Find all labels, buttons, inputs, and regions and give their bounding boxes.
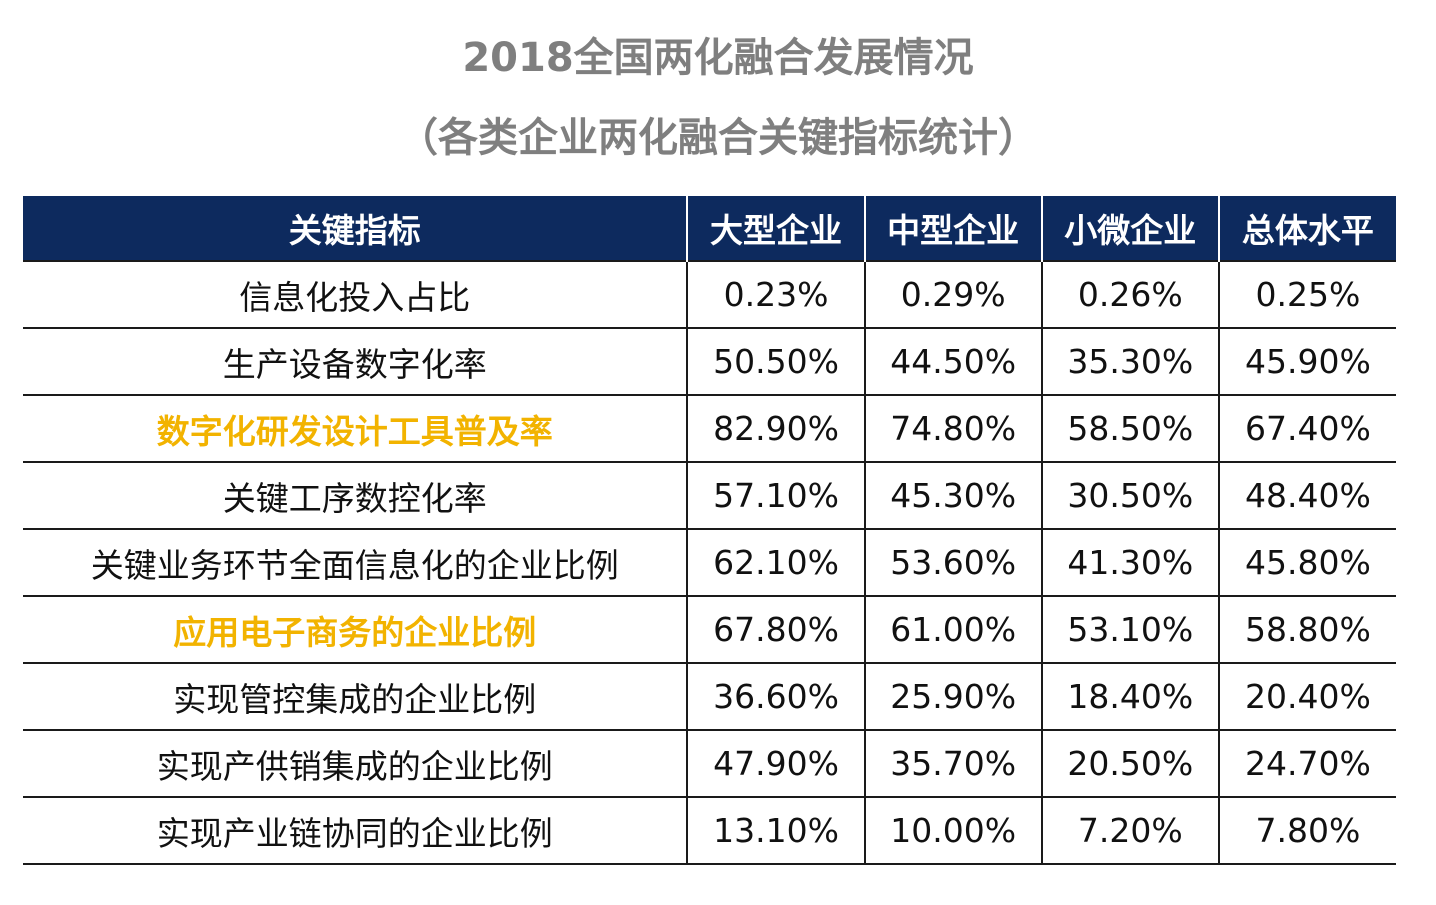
- cell-small: 20.50%: [1040, 730, 1219, 798]
- cell-overall: 45.90%: [1217, 328, 1396, 396]
- row-label: 实现产业链协同的企业比例: [23, 797, 688, 865]
- cell-small: 35.30%: [1040, 328, 1219, 396]
- table-row: 生产设备数字化率 50.50% 44.50% 35.30% 45.90%: [23, 328, 1396, 396]
- table-row: 实现管控集成的企业比例 36.60% 25.90% 18.40% 20.40%: [23, 663, 1396, 731]
- cell-medium: 74.80%: [863, 395, 1042, 463]
- cell-overall: 24.70%: [1217, 730, 1396, 798]
- cell-small: 41.30%: [1040, 529, 1219, 597]
- table-row: 关键业务环节全面信息化的企业比例 62.10% 53.60% 41.30% 45.80%: [23, 529, 1396, 597]
- cell-medium: 25.90%: [863, 663, 1042, 731]
- cell-overall: 67.40%: [1217, 395, 1396, 463]
- cell-small: 0.26%: [1040, 260, 1219, 329]
- row-label: 关键业务环节全面信息化的企业比例: [23, 529, 688, 597]
- row-label: 实现管控集成的企业比例: [23, 663, 688, 731]
- cell-large: 62.10%: [686, 529, 865, 597]
- cell-medium: 35.70%: [863, 730, 1042, 798]
- cell-medium: 53.60%: [863, 529, 1042, 597]
- table-body: 信息化投入占比 0.23% 0.29% 0.26% 0.25% 生产设备数字化率 50.50…: [23, 260, 1396, 865]
- cell-medium: 44.50%: [863, 328, 1042, 396]
- row-label: 应用电子商务的企业比例: [23, 596, 688, 664]
- cell-small: 53.10%: [1040, 596, 1219, 664]
- column-header-large: 大型企业: [686, 196, 865, 261]
- cell-large: 67.80%: [686, 596, 865, 664]
- table-row: 应用电子商务的企业比例 67.80% 61.00% 53.10% 58.80%: [23, 596, 1396, 664]
- cell-medium: 0.29%: [863, 260, 1042, 329]
- row-label: 关键工序数控化率: [23, 462, 688, 530]
- cell-small: 18.40%: [1040, 663, 1219, 731]
- row-label: 信息化投入占比: [23, 260, 688, 329]
- cell-overall: 0.25%: [1217, 260, 1396, 329]
- cell-overall: 7.80%: [1217, 797, 1396, 865]
- cell-overall: 48.40%: [1217, 462, 1396, 530]
- row-label: 生产设备数字化率: [23, 328, 688, 396]
- cell-overall: 45.80%: [1217, 529, 1396, 597]
- cell-large: 13.10%: [686, 797, 865, 865]
- header-row: 关键指标 大型企业 中型企业 小微企业 总体水平: [23, 196, 1396, 261]
- cell-small: 30.50%: [1040, 462, 1219, 530]
- cell-large: 36.60%: [686, 663, 865, 731]
- cell-small: 58.50%: [1040, 395, 1219, 463]
- row-label: 实现产供销集成的企业比例: [23, 730, 688, 798]
- cell-small: 7.20%: [1040, 797, 1219, 865]
- metrics-table: 关键指标 大型企业 中型企业 小微企业 总体水平 信息化投入占比 0.23% 0.2…: [23, 196, 1396, 865]
- column-header-small: 小微企业: [1040, 196, 1219, 261]
- cell-large: 47.90%: [686, 730, 865, 798]
- cell-medium: 45.30%: [863, 462, 1042, 530]
- table-row: 关键工序数控化率 57.10% 45.30% 30.50% 48.40%: [23, 462, 1396, 530]
- cell-large: 57.10%: [686, 462, 865, 530]
- table-row: 信息化投入占比 0.23% 0.29% 0.26% 0.25%: [23, 260, 1396, 329]
- table-row: 数字化研发设计工具普及率 82.90% 74.80% 58.50% 67.40%: [23, 395, 1396, 463]
- cell-large: 50.50%: [686, 328, 865, 396]
- cell-overall: 58.80%: [1217, 596, 1396, 664]
- cell-medium: 10.00%: [863, 797, 1042, 865]
- cell-large: 0.23%: [686, 260, 865, 329]
- column-header-medium: 中型企业: [863, 196, 1042, 261]
- page-subtitle: （各类企业两化融合关键指标统计）: [398, 115, 1038, 161]
- table-row: 实现产业链协同的企业比例 13.10% 10.00% 7.20% 7.80%: [23, 797, 1396, 865]
- column-header-indicator: 关键指标: [23, 196, 688, 261]
- table-header: 关键指标 大型企业 中型企业 小微企业 总体水平: [23, 196, 1396, 261]
- column-header-overall: 总体水平: [1217, 196, 1396, 261]
- cell-medium: 61.00%: [863, 596, 1042, 664]
- cell-overall: 20.40%: [1217, 663, 1396, 731]
- row-label: 数字化研发设计工具普及率: [23, 395, 688, 463]
- table-row: 实现产供销集成的企业比例 47.90% 35.70% 20.50% 24.70%: [23, 730, 1396, 798]
- cell-large: 82.90%: [686, 395, 865, 463]
- page-title: 2018全国两化融合发展情况: [462, 35, 974, 81]
